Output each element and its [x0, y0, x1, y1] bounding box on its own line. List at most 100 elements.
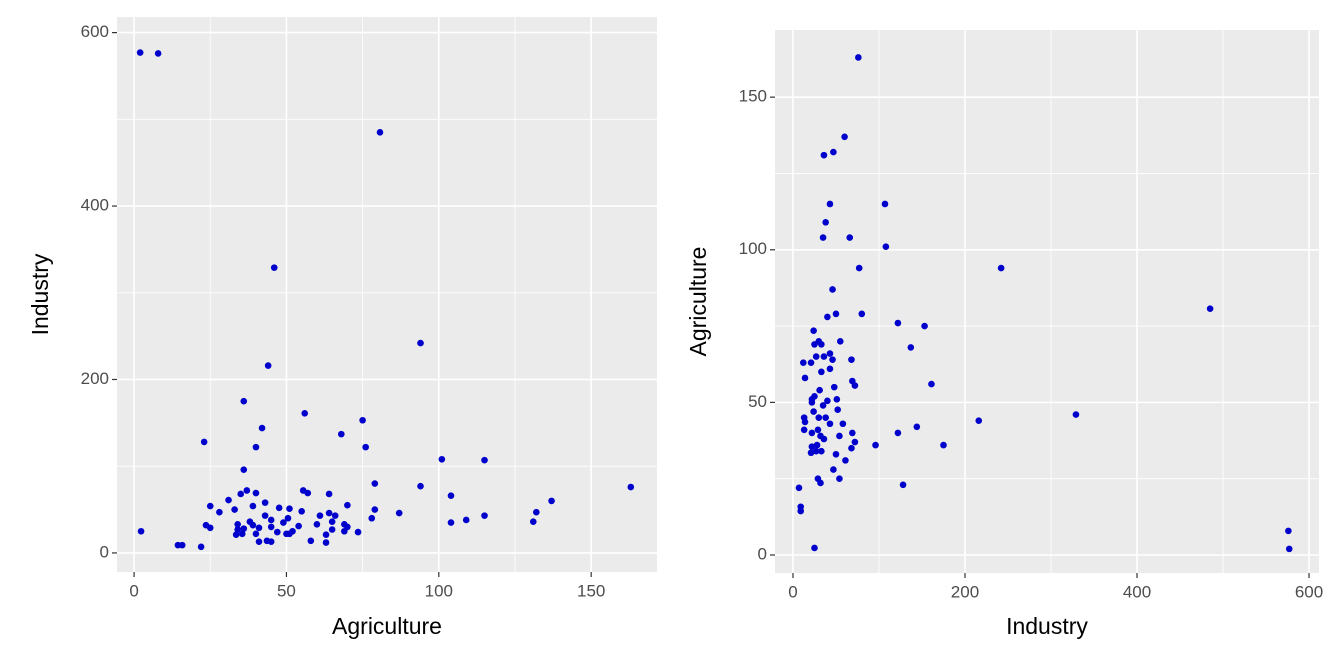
point	[826, 350, 834, 357]
point	[1072, 411, 1080, 418]
point	[243, 487, 251, 494]
y-tick-label: 600	[81, 22, 109, 41]
x-tick-label: 200	[951, 582, 979, 601]
point	[817, 432, 824, 440]
point	[849, 429, 856, 437]
point	[849, 377, 856, 385]
point	[872, 441, 879, 449]
point	[252, 489, 260, 497]
point	[832, 450, 840, 458]
point	[240, 397, 248, 405]
point	[261, 512, 269, 519]
point	[1285, 545, 1293, 553]
point	[882, 243, 890, 251]
y-tick-label: 150	[739, 87, 767, 106]
point	[816, 386, 823, 394]
point	[627, 483, 635, 491]
point	[447, 492, 455, 499]
point	[234, 526, 241, 533]
x-axis-title: Agriculture	[332, 613, 442, 639]
point	[928, 380, 935, 388]
point	[362, 443, 369, 451]
point	[206, 524, 214, 532]
point	[295, 522, 302, 530]
point	[818, 447, 825, 455]
point	[328, 526, 336, 533]
x-tick-label: 150	[577, 581, 605, 600]
point	[206, 502, 214, 510]
y-tick-label: 0	[758, 544, 767, 563]
x-tick-label: 100	[425, 581, 453, 600]
point	[462, 516, 470, 524]
point	[267, 523, 275, 531]
point	[829, 286, 836, 293]
point	[841, 133, 848, 141]
point	[286, 505, 293, 512]
point	[304, 489, 312, 497]
point	[136, 49, 144, 56]
point	[810, 327, 817, 334]
point	[533, 508, 540, 516]
point	[481, 456, 488, 464]
point	[810, 408, 817, 415]
point	[830, 383, 838, 391]
point	[301, 410, 309, 417]
x-tick-label: 0	[129, 581, 138, 600]
point	[481, 512, 488, 519]
point	[331, 512, 339, 519]
point	[376, 129, 384, 136]
point	[341, 527, 348, 535]
y-tick-label: 200	[81, 369, 109, 388]
point	[842, 457, 849, 464]
point	[940, 441, 947, 449]
point	[807, 359, 815, 366]
point	[238, 530, 246, 538]
point	[855, 264, 863, 272]
point	[417, 339, 424, 347]
point	[830, 148, 837, 156]
point	[820, 353, 828, 360]
point	[280, 519, 287, 526]
point	[325, 490, 333, 498]
point	[270, 264, 278, 271]
y-tick-label: 100	[739, 239, 767, 258]
point	[824, 397, 831, 405]
x-tick-label: 50	[277, 581, 296, 600]
point	[830, 466, 837, 473]
point	[286, 530, 293, 538]
y-tick-label: 400	[81, 196, 109, 215]
point	[826, 420, 834, 428]
point	[881, 200, 889, 208]
point	[846, 234, 854, 241]
point	[240, 466, 248, 473]
point	[826, 365, 834, 373]
point	[225, 496, 232, 504]
point	[832, 310, 840, 318]
point	[839, 420, 847, 428]
point	[815, 414, 823, 421]
point	[921, 322, 928, 330]
point	[812, 447, 820, 455]
point	[836, 432, 843, 440]
point	[264, 362, 272, 369]
point	[354, 528, 362, 536]
point	[975, 417, 983, 424]
point	[913, 423, 921, 431]
point	[216, 508, 223, 516]
point	[894, 429, 902, 437]
point	[344, 501, 351, 509]
point	[240, 525, 248, 532]
point	[836, 338, 844, 345]
point	[907, 344, 915, 351]
point	[267, 516, 275, 524]
x-tick-label: 400	[1123, 582, 1151, 601]
point	[232, 531, 240, 539]
point	[178, 541, 186, 549]
point	[328, 518, 336, 526]
point	[316, 512, 324, 519]
point	[258, 424, 266, 432]
point	[811, 544, 818, 552]
point	[200, 438, 208, 446]
point	[822, 414, 829, 421]
